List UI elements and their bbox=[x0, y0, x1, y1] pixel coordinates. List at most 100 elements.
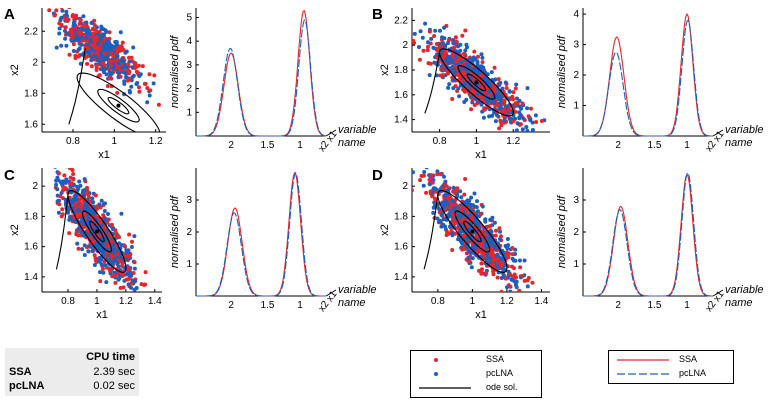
scatter-point bbox=[73, 219, 78, 224]
scatter-point bbox=[102, 51, 107, 56]
scatter-point bbox=[553, 340, 557, 344]
scatter-point bbox=[510, 264, 514, 269]
scatter-point bbox=[165, 316, 169, 320]
scatter-point bbox=[107, 30, 112, 35]
legend-label: pcLNA bbox=[679, 368, 707, 378]
scatter-point bbox=[529, 140, 533, 144]
scatter-point bbox=[504, 104, 509, 109]
scatter-point bbox=[525, 128, 530, 132]
scatter-point bbox=[520, 101, 525, 106]
scatter-point bbox=[116, 75, 121, 80]
scatter-point bbox=[77, 38, 82, 43]
scatter-point bbox=[412, 170, 415, 175]
legend-label: ode sol. bbox=[486, 382, 518, 392]
scatter-point bbox=[143, 81, 148, 86]
scatter-point bbox=[442, 174, 446, 179]
x-tick-label: 1 bbox=[684, 140, 690, 151]
scatter-point bbox=[498, 229, 502, 234]
scatter-point bbox=[491, 253, 495, 258]
scatter-point bbox=[489, 70, 494, 75]
scatter-point bbox=[73, 202, 77, 207]
scatter-point bbox=[458, 48, 463, 53]
scatter-point bbox=[489, 229, 494, 234]
scatter-point bbox=[525, 106, 530, 111]
scatter-point bbox=[479, 52, 484, 57]
scatter-point bbox=[513, 258, 518, 263]
scatter-point bbox=[76, 207, 81, 212]
scatter-point bbox=[53, 168, 57, 169]
scatter-point bbox=[513, 86, 518, 91]
scatter-point bbox=[136, 63, 141, 68]
scatter-point bbox=[127, 55, 131, 60]
scatter-point bbox=[106, 212, 110, 216]
scatter-point bbox=[104, 217, 108, 222]
scatter-point bbox=[106, 47, 111, 52]
scatter-point bbox=[56, 171, 61, 176]
scatter-point bbox=[469, 265, 474, 270]
scatter-point bbox=[447, 82, 452, 87]
scatter-point bbox=[530, 128, 535, 132]
scatter-point bbox=[447, 211, 452, 216]
y-tick-label: 5 bbox=[186, 12, 192, 23]
scatter-point bbox=[81, 14, 86, 19]
scatter-point bbox=[478, 212, 483, 217]
scatter-point bbox=[464, 42, 469, 47]
y-tick-label: 1.6 bbox=[394, 242, 408, 253]
scatter-point bbox=[129, 273, 134, 278]
scatter-point bbox=[62, 173, 67, 178]
depth-axis bbox=[712, 289, 724, 297]
scatter-point bbox=[75, 184, 80, 189]
scatter-point bbox=[68, 215, 73, 220]
scatter-point bbox=[533, 113, 538, 118]
scatter-point bbox=[71, 149, 75, 153]
scatter-point bbox=[508, 289, 513, 292]
y-tick-label: 1.4 bbox=[24, 272, 38, 283]
y-tick-label: 3 bbox=[186, 195, 192, 206]
scatter-point bbox=[103, 263, 108, 268]
scatter-point bbox=[76, 47, 81, 52]
scatter-point bbox=[418, 178, 422, 183]
scatter-point bbox=[156, 102, 161, 107]
x-tick-label: 1.2 bbox=[119, 296, 133, 307]
ode-curve bbox=[107, 96, 130, 115]
pdf-series-pclna bbox=[196, 171, 326, 297]
scatter-point bbox=[108, 63, 113, 68]
scatter-point bbox=[427, 157, 431, 161]
scatter-point bbox=[525, 306, 529, 310]
scatter-point bbox=[88, 212, 93, 216]
scatter-point bbox=[94, 65, 99, 70]
y-tick-label: 1.6 bbox=[394, 90, 408, 101]
scatter-points bbox=[412, 157, 557, 344]
scatter-point bbox=[436, 220, 441, 225]
ode-curve bbox=[97, 88, 140, 123]
scatter-point bbox=[514, 275, 518, 280]
scatter-point bbox=[412, 171, 413, 173]
scatter-point bbox=[63, 180, 68, 185]
scatter-point bbox=[478, 241, 482, 246]
scatter-point bbox=[126, 248, 130, 253]
scatter-point bbox=[511, 119, 516, 124]
scatter-point bbox=[63, 36, 68, 41]
scatter-point bbox=[468, 250, 473, 255]
scatter-point bbox=[143, 270, 148, 275]
scatter-point bbox=[510, 252, 515, 257]
scatter-point bbox=[462, 71, 467, 76]
scatter-point bbox=[507, 89, 512, 94]
scatter-point bbox=[487, 114, 492, 119]
scatter-point bbox=[101, 27, 106, 32]
scatter-point bbox=[527, 136, 531, 140]
x-tick-label: 0.8 bbox=[61, 296, 75, 307]
scatter-point bbox=[485, 78, 490, 83]
scatter-point bbox=[104, 39, 109, 44]
scatter-point bbox=[81, 27, 86, 32]
scatter-point bbox=[59, 8, 64, 10]
scatter-point bbox=[61, 184, 65, 189]
x-axis-label: x1 bbox=[96, 309, 108, 321]
scatter-point bbox=[412, 31, 417, 36]
scatter-point bbox=[493, 256, 498, 261]
scatter-point bbox=[105, 84, 110, 88]
scatter-point bbox=[113, 280, 118, 285]
scatter-point bbox=[85, 61, 90, 66]
x-tick-label: 2 bbox=[228, 300, 234, 311]
scatter-point bbox=[472, 191, 477, 196]
